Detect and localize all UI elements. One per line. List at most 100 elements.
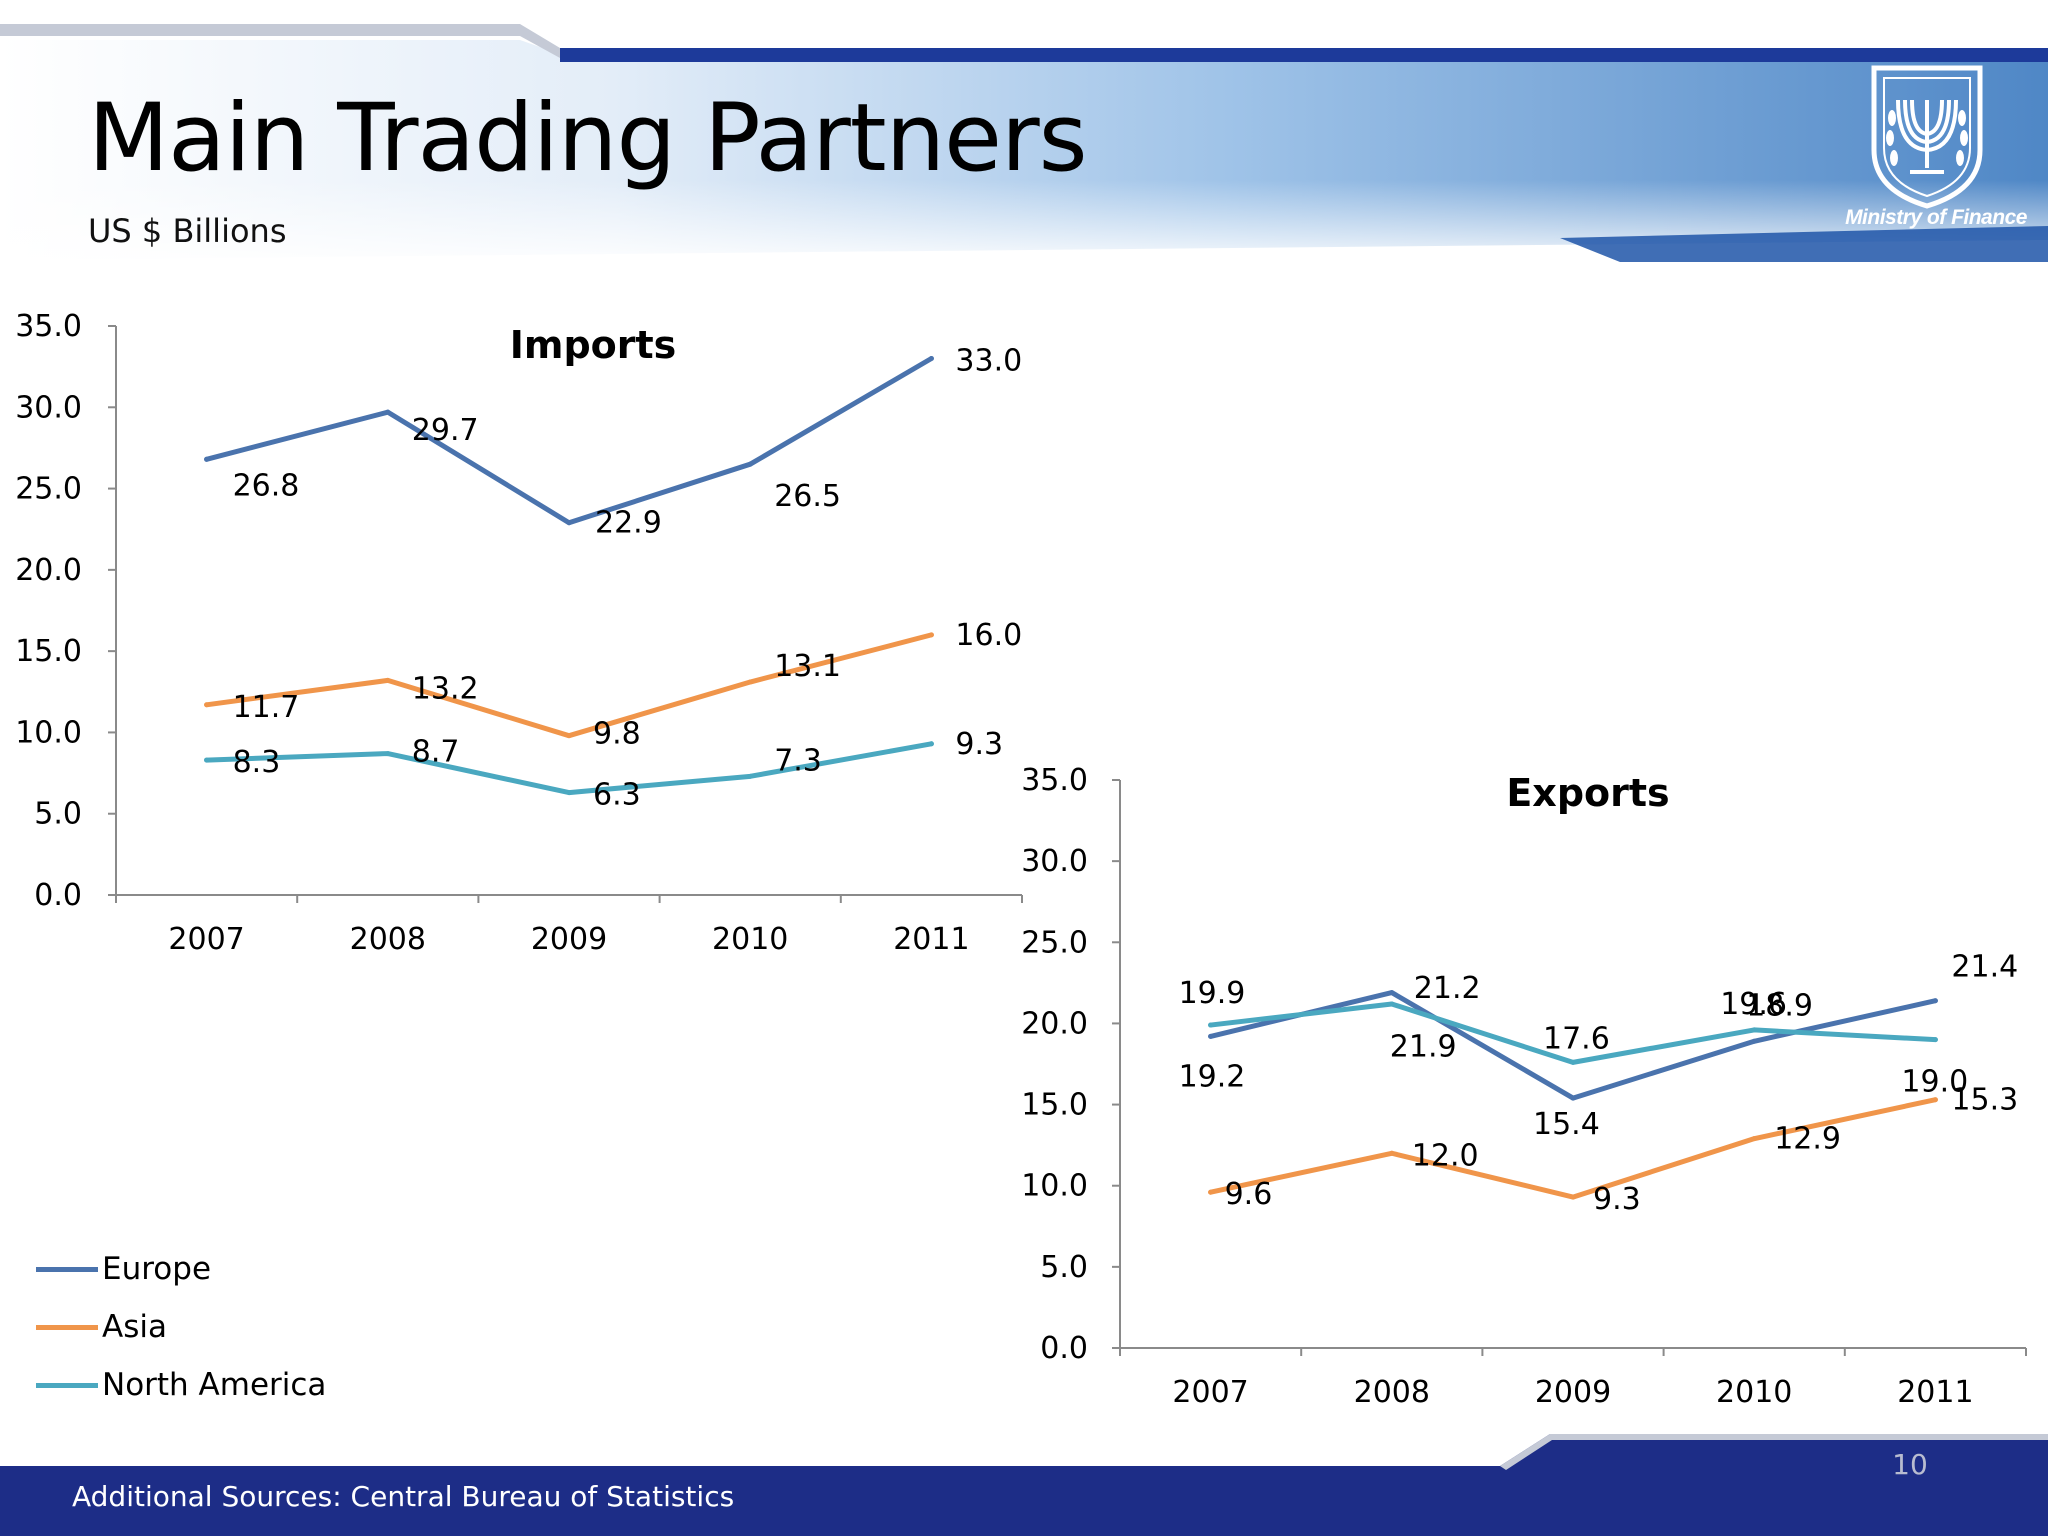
imports-data-label-north-america: 9.3 — [955, 727, 1003, 762]
imports-point-asia — [747, 679, 753, 685]
imports-data-label-north-america: 7.3 — [774, 743, 822, 778]
legend-swatch-europe — [36, 1266, 98, 1272]
imports-point-asia — [204, 702, 210, 708]
legend-label: North America — [102, 1367, 327, 1403]
exports-point-europe — [1208, 1033, 1214, 1039]
imports-y-tick-label: 30.0 — [15, 390, 82, 425]
imports-x-tick-label: 2008 — [350, 922, 426, 957]
exports-point-north-america — [1932, 1037, 1938, 1043]
exports-data-label-europe: 21.9 — [1390, 1030, 1457, 1065]
exports-x-tick-label: 2009 — [1535, 1375, 1611, 1410]
header-banner — [0, 24, 2048, 270]
exports-point-europe — [1751, 1038, 1757, 1044]
imports-point-asia — [928, 632, 934, 638]
exports-data-label-asia: 12.0 — [1412, 1138, 1479, 1173]
menorah-emblem-icon — [1871, 65, 1983, 209]
legend-item-north-america: North America — [36, 1356, 326, 1414]
page-subtitle: US $ Billions — [88, 212, 287, 250]
imports-data-label-asia: 16.0 — [955, 618, 1022, 653]
imports-x-tick-label: 2011 — [893, 922, 969, 957]
imports-data-label-europe: 29.7 — [412, 413, 479, 448]
imports-y-tick-label: 0.0 — [34, 878, 82, 913]
exports-y-tick-label: 10.0 — [1021, 1169, 1088, 1204]
exports-data-label-north-america: 17.6 — [1543, 1021, 1610, 1056]
imports-y-tick-label: 35.0 — [15, 309, 82, 344]
imports-data-label-north-america: 8.3 — [233, 745, 281, 780]
exports-point-north-america — [1570, 1059, 1576, 1065]
exports-data-label-europe: 21.4 — [1951, 950, 2018, 985]
exports-y-tick-label: 15.0 — [1021, 1088, 1088, 1123]
imports-point-europe — [385, 409, 391, 415]
imports-point-north-america — [928, 741, 934, 747]
imports-data-label-asia: 13.1 — [774, 649, 841, 684]
imports-data-label-north-america: 8.7 — [412, 735, 460, 770]
exports-point-asia — [1932, 1097, 1938, 1103]
page-number: 10 — [1892, 1448, 1928, 1481]
exports-chart-title: Exports — [1506, 771, 1669, 815]
imports-data-label-north-america: 6.3 — [593, 778, 641, 813]
exports-y-tick-label: 35.0 — [1021, 763, 1088, 798]
exports-point-europe — [1389, 990, 1395, 996]
exports-data-label-europe: 18.9 — [1746, 988, 1813, 1023]
imports-chart-title: Imports — [510, 323, 677, 367]
exports-y-tick-label: 5.0 — [1040, 1250, 1088, 1285]
imports-x-tick-label: 2009 — [531, 922, 607, 957]
exports-y-tick-label: 25.0 — [1021, 925, 1088, 960]
imports-data-label-europe: 26.8 — [233, 468, 300, 503]
imports-point-europe — [747, 461, 753, 467]
imports-y-tick-label: 20.0 — [15, 553, 82, 588]
imports-point-europe — [928, 356, 934, 362]
page-title: Main Trading Partners — [88, 84, 1088, 193]
exports-data-label-europe: 15.4 — [1533, 1107, 1600, 1142]
imports-y-tick-label: 25.0 — [15, 472, 82, 507]
exports-data-label-north-america: 19.0 — [1901, 1065, 1968, 1100]
imports-point-europe — [204, 456, 210, 462]
exports-y-tick-label: 20.0 — [1021, 1006, 1088, 1041]
exports-point-europe — [1570, 1095, 1576, 1101]
exports-data-label-asia: 12.9 — [1774, 1122, 1841, 1157]
exports-data-label-north-america: 19.9 — [1179, 976, 1246, 1011]
imports-data-label-europe: 26.5 — [774, 479, 841, 514]
imports-point-north-america — [204, 757, 210, 763]
exports-point-europe — [1932, 998, 1938, 1004]
legend-swatch-north-america — [36, 1382, 98, 1388]
imports-x-tick-label: 2010 — [712, 922, 788, 957]
imports-y-tick-label: 15.0 — [15, 634, 82, 669]
exports-point-asia — [1208, 1189, 1214, 1195]
imports-x-tick-label: 2007 — [168, 922, 244, 957]
exports-x-tick-label: 2007 — [1172, 1375, 1248, 1410]
exports-point-asia — [1389, 1150, 1395, 1156]
imports-point-asia — [566, 733, 572, 739]
exports-point-asia — [1751, 1136, 1757, 1142]
imports-point-asia — [385, 677, 391, 683]
exports-x-tick-label: 2011 — [1897, 1375, 1973, 1410]
footer-source: Additional Sources: Central Bureau of St… — [72, 1480, 735, 1513]
imports-data-label-asia: 13.2 — [412, 671, 479, 706]
imports-data-label-europe: 33.0 — [955, 344, 1022, 379]
exports-chart: Exports 0.0 5.0 10.0 15.0 20.0 25.0 30.0 35.0 200… — [1021, 763, 2027, 1410]
imports-point-europe — [566, 520, 572, 526]
legend-label: Asia — [102, 1309, 167, 1345]
exports-x-tick-label: 2010 — [1716, 1375, 1792, 1410]
exports-x-tick-label: 2008 — [1354, 1375, 1430, 1410]
legend-swatch-asia — [36, 1324, 98, 1330]
imports-data-label-asia: 11.7 — [233, 690, 300, 725]
imports-data-label-asia: 9.8 — [593, 717, 641, 752]
imports-y-tick-label: 5.0 — [34, 797, 82, 832]
exports-data-label-asia: 15.3 — [1951, 1083, 2018, 1118]
exports-y-tick-label: 30.0 — [1021, 844, 1088, 879]
imports-series-line-north-america — [204, 741, 934, 796]
exports-data-label-asia: 9.3 — [1593, 1182, 1641, 1217]
chart-legend: Europe Asia North America — [36, 1240, 326, 1414]
exports-point-north-america — [1751, 1027, 1757, 1033]
exports-point-north-america — [1208, 1022, 1214, 1028]
exports-y-tick-label: 0.0 — [1040, 1331, 1088, 1366]
legend-item-asia: Asia — [36, 1298, 326, 1356]
exports-data-label-north-america: 21.2 — [1414, 971, 1481, 1006]
logo-caption: Ministry of Finance — [1845, 206, 2027, 229]
legend-label: Europe — [102, 1251, 212, 1287]
footer-banner — [0, 1434, 2048, 1536]
imports-chart: Imports 0.0 5.0 10.0 15.0 20.0 25.0 30.0 35.0 200… — [15, 309, 1023, 957]
exports-data-label-asia: 9.6 — [1225, 1177, 1273, 1212]
